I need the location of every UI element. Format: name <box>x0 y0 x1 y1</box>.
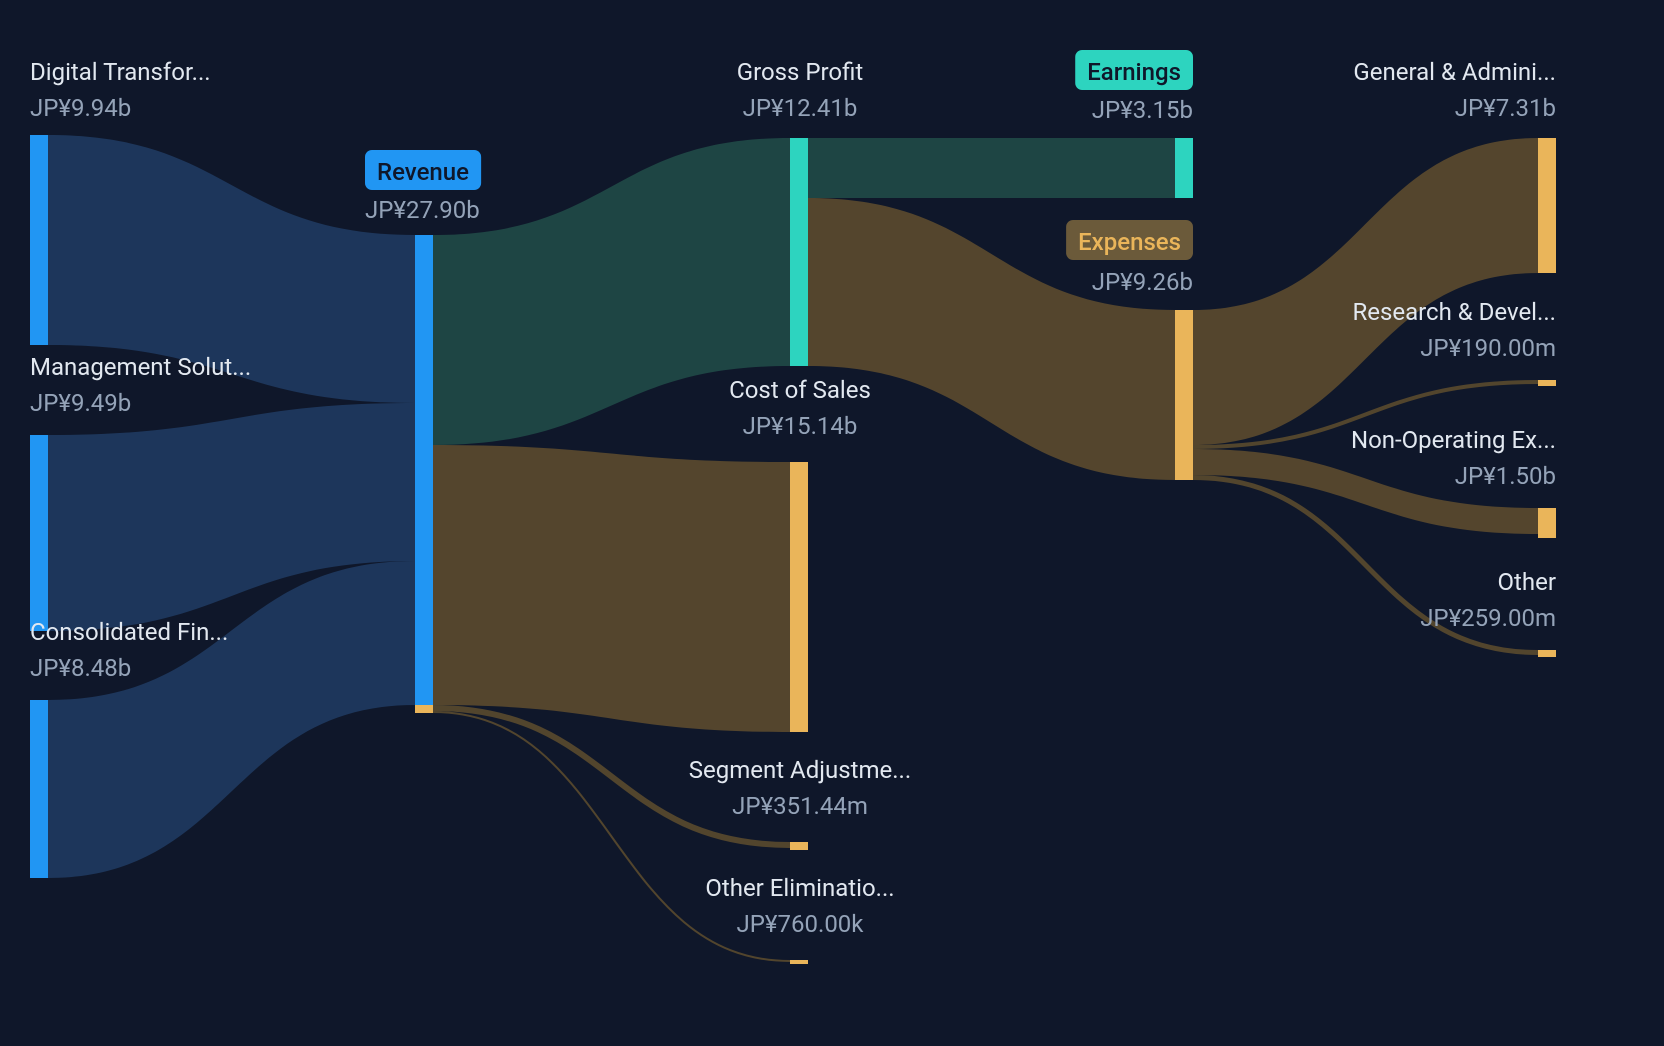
node-rev_adj[interactable] <box>415 705 433 713</box>
sankey-link <box>808 138 1175 198</box>
node-value-other: JP¥259.00m <box>1420 604 1556 632</box>
node-expenses[interactable] <box>1175 310 1193 480</box>
node-value-rd: JP¥190.00m <box>1420 334 1556 362</box>
node-title-other: Other <box>1498 568 1556 596</box>
sankey-link <box>433 445 790 732</box>
node-title-mgmt: Management Solut... <box>30 353 251 381</box>
node-title-ga: General & Admini... <box>1353 58 1556 86</box>
node-mgmt[interactable] <box>30 435 48 631</box>
node-title-segadj: Segment Adjustme... <box>689 756 911 784</box>
node-title-gross: Gross Profit <box>737 58 864 86</box>
node-title-rd: Research & Devel... <box>1352 298 1556 326</box>
node-title-cost: Cost of Sales <box>729 376 871 404</box>
node-value-otherelim: JP¥760.00k <box>737 910 865 938</box>
sankey-link <box>1193 138 1538 445</box>
node-value-segadj: JP¥351.44m <box>732 792 868 820</box>
node-value-digital: JP¥9.94b <box>30 94 131 122</box>
node-title-digital: Digital Transfor... <box>30 58 211 86</box>
node-value-cost: JP¥15.14b <box>743 412 858 440</box>
node-earnings[interactable] <box>1175 138 1193 198</box>
node-value-consol: JP¥8.48b <box>30 654 131 682</box>
node-value-gross: JP¥12.41b <box>743 94 858 122</box>
node-other[interactable] <box>1538 650 1556 657</box>
node-consol[interactable] <box>30 700 48 878</box>
node-value-mgmt: JP¥9.49b <box>30 389 131 417</box>
node-revenue[interactable] <box>415 235 433 705</box>
node-segadj[interactable] <box>790 842 808 850</box>
node-title-earnings: Earnings <box>1087 58 1181 86</box>
node-value-ga: JP¥7.31b <box>1455 94 1556 122</box>
node-rd[interactable] <box>1538 380 1556 386</box>
node-nonop[interactable] <box>1538 508 1556 538</box>
node-value-earnings: JP¥3.15b <box>1092 96 1193 124</box>
node-value-expenses: JP¥9.26b <box>1092 268 1193 296</box>
node-otherelim[interactable] <box>790 960 808 964</box>
node-digital[interactable] <box>30 135 48 345</box>
node-ga[interactable] <box>1538 138 1556 273</box>
node-value-revenue: JP¥27.90b <box>365 196 480 224</box>
node-title-nonop: Non-Operating Ex... <box>1351 426 1556 454</box>
node-gross[interactable] <box>790 138 808 366</box>
node-cost[interactable] <box>790 462 808 732</box>
sankey-chart: Digital Transfor... JP¥9.94b Management So… <box>0 0 1664 1046</box>
node-value-nonop: JP¥1.50b <box>1455 462 1556 490</box>
node-title-revenue: Revenue <box>377 158 469 186</box>
node-title-consol: Consolidated Fin... <box>30 618 228 646</box>
node-title-otherelim: Other Eliminatio... <box>705 874 894 902</box>
node-title-expenses: Expenses <box>1078 228 1181 256</box>
